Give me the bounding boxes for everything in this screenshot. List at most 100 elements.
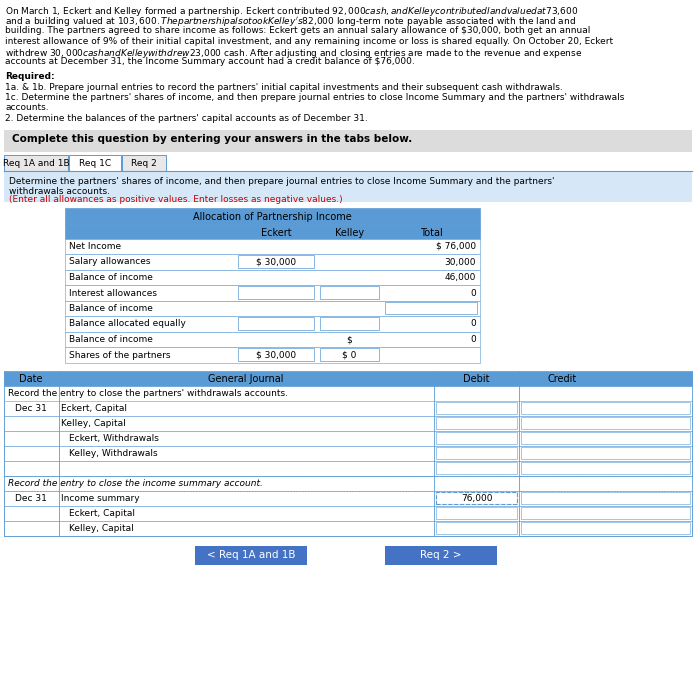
Bar: [320, 286, 379, 298]
Bar: [521, 431, 690, 443]
Bar: [65, 239, 480, 254]
Bar: [521, 492, 690, 504]
Bar: [4, 475, 692, 490]
Text: Net Income: Net Income: [69, 242, 121, 251]
Text: < Req 1A and 1B: < Req 1A and 1B: [206, 549, 295, 559]
Bar: [4, 172, 692, 201]
Bar: [65, 300, 480, 316]
Text: Dec 31: Dec 31: [15, 404, 47, 413]
Text: Eckert, Capital: Eckert, Capital: [61, 404, 127, 413]
Text: $ 0: $ 0: [343, 351, 357, 359]
Bar: [521, 506, 690, 519]
Bar: [320, 317, 379, 330]
Bar: [65, 254, 480, 269]
Text: Total: Total: [420, 228, 443, 237]
Text: Shares of the partners: Shares of the partners: [69, 351, 170, 359]
Text: Kelley, Capital: Kelley, Capital: [69, 524, 133, 533]
Text: withdrew $30,000 cash and Kelley withdrew $23,000 cash. After adjusting and clos: withdrew $30,000 cash and Kelley withdre…: [5, 47, 582, 60]
Bar: [436, 492, 517, 504]
Bar: [4, 431, 692, 445]
Text: Record the entry to close the partners' withdrawals accounts.: Record the entry to close the partners' …: [8, 389, 288, 399]
Text: Req 2: Req 2: [131, 159, 157, 167]
Bar: [65, 207, 480, 224]
Text: interest allowance of 9% of their initial capital investment, and any remaining : interest allowance of 9% of their initia…: [5, 37, 613, 45]
Bar: [238, 348, 314, 361]
Text: 0: 0: [471, 335, 476, 344]
Text: 1c. Determine the partners' shares of income, and then prepare journal entries t: 1c. Determine the partners' shares of in…: [5, 93, 624, 102]
Text: Income summary: Income summary: [61, 494, 140, 503]
Text: Eckert, Capital: Eckert, Capital: [69, 509, 135, 518]
Bar: [436, 462, 517, 473]
Text: Req 1C: Req 1C: [79, 159, 111, 167]
Text: 0: 0: [471, 319, 476, 329]
Bar: [385, 546, 497, 565]
Bar: [4, 445, 692, 460]
Text: and a building valued at $103,600. The partnership also took Kelley's $82,000 lo: and a building valued at $103,600. The p…: [5, 16, 576, 28]
Bar: [65, 347, 480, 363]
Text: Eckert, Withdrawals: Eckert, Withdrawals: [69, 434, 159, 443]
Text: Debit: Debit: [463, 374, 489, 384]
Bar: [436, 506, 517, 519]
Text: accounts.: accounts.: [5, 104, 49, 113]
Bar: [436, 447, 517, 458]
Text: On March 1, Eckert and Kelley formed a partnership. Eckert contributed $92,000 c: On March 1, Eckert and Kelley formed a p…: [5, 5, 578, 18]
Bar: [69, 155, 121, 170]
Text: Eckert: Eckert: [261, 228, 291, 237]
Bar: [4, 401, 692, 416]
Bar: [238, 317, 314, 330]
Bar: [521, 462, 690, 473]
Bar: [4, 521, 692, 536]
Bar: [238, 286, 314, 298]
Bar: [385, 302, 477, 314]
Text: Interest allowances: Interest allowances: [69, 289, 157, 298]
Text: Balance of income: Balance of income: [69, 304, 153, 313]
Text: Balance of income: Balance of income: [69, 335, 153, 344]
Bar: [4, 490, 692, 506]
Text: $: $: [347, 335, 352, 344]
Text: withdrawals accounts.: withdrawals accounts.: [9, 187, 110, 196]
Text: Balance allocated equally: Balance allocated equally: [69, 319, 186, 329]
Bar: [4, 506, 692, 521]
Text: $ 76,000: $ 76,000: [436, 242, 476, 251]
Text: General Journal: General Journal: [208, 374, 284, 384]
Bar: [436, 401, 517, 414]
Bar: [521, 401, 690, 414]
Text: Determine the partners' shares of income, and then prepare journal entries to cl: Determine the partners' shares of income…: [9, 176, 555, 186]
Text: 0: 0: [471, 289, 476, 298]
Text: Kelley, Withdrawals: Kelley, Withdrawals: [69, 449, 158, 458]
Bar: [436, 416, 517, 428]
Bar: [4, 386, 692, 401]
Text: building. The partners agreed to share income as follows: Eckert gets an annual : building. The partners agreed to share i…: [5, 26, 590, 35]
Text: 46,000: 46,000: [445, 273, 476, 282]
Bar: [436, 431, 517, 443]
Bar: [521, 521, 690, 534]
Text: Dec 31: Dec 31: [15, 494, 47, 503]
Text: Required:: Required:: [5, 72, 55, 81]
Bar: [4, 129, 692, 151]
Text: Salary allowances: Salary allowances: [69, 258, 151, 266]
Text: Date: Date: [19, 374, 43, 384]
Text: Record the entry to close the income summary account.: Record the entry to close the income sum…: [8, 479, 263, 489]
Bar: [65, 332, 480, 347]
Bar: [436, 492, 517, 504]
Bar: [4, 155, 68, 170]
Text: Allocation of Partnership Income: Allocation of Partnership Income: [193, 212, 352, 222]
Text: Complete this question by entering your answers in the tabs below.: Complete this question by entering your …: [12, 134, 412, 144]
Text: $ 30,000: $ 30,000: [256, 351, 296, 359]
Bar: [4, 460, 692, 475]
Text: accounts at December 31, the Income Summary account had a credit balance of $76,: accounts at December 31, the Income Summ…: [5, 58, 415, 66]
Bar: [4, 370, 692, 386]
Text: 2. Determine the balances of the partners' capital accounts as of December 31.: 2. Determine the balances of the partner…: [5, 114, 368, 123]
Bar: [65, 224, 480, 239]
Bar: [65, 269, 480, 285]
Bar: [195, 546, 307, 565]
Text: Kelley: Kelley: [335, 228, 364, 237]
Bar: [238, 255, 314, 268]
Bar: [436, 521, 517, 534]
Bar: [320, 348, 379, 361]
Bar: [4, 416, 692, 431]
Bar: [521, 416, 690, 428]
Text: Credit: Credit: [548, 374, 577, 384]
Text: 76,000: 76,000: [461, 494, 492, 503]
Bar: [65, 285, 480, 300]
